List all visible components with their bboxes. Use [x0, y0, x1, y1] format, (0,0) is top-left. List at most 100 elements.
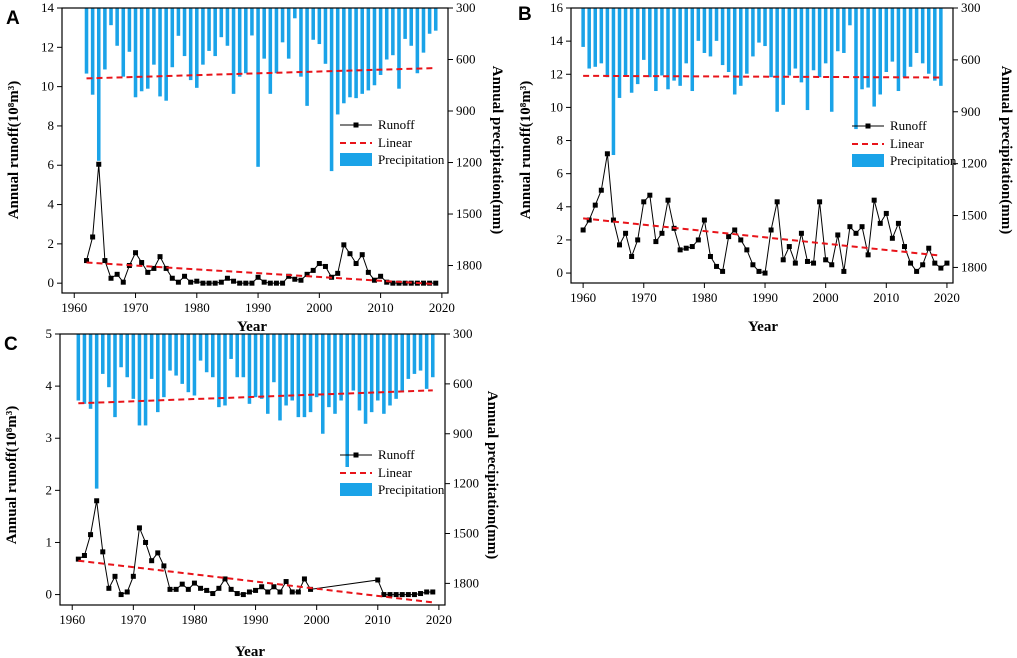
precipitation-bar: [198, 334, 203, 361]
runoff-point: [118, 592, 124, 598]
precipitation-bar: [115, 8, 119, 46]
runoff-point: [726, 234, 732, 240]
precipitation-bar: [164, 8, 168, 101]
runoff-point: [399, 592, 405, 598]
runoff-point: [411, 592, 417, 598]
y-tick-label: 14: [550, 33, 564, 48]
precipitation-bar: [799, 8, 804, 83]
precipitation-bar: [152, 8, 156, 65]
runoff-point: [756, 268, 762, 274]
runoff-point: [798, 230, 804, 236]
y-tick-label: 2: [46, 482, 53, 497]
precipitation-bar: [201, 8, 205, 65]
runoff-point: [191, 580, 197, 586]
precipitation-bar: [431, 334, 435, 378]
runoff-point: [592, 202, 598, 208]
runoff-point: [280, 280, 286, 286]
runoff-point: [90, 234, 96, 240]
runoff-point: [774, 199, 780, 205]
y2-tick-label: 1200: [453, 476, 479, 491]
runoff-point: [102, 258, 108, 264]
runoff-point: [261, 279, 267, 285]
runoff-point: [353, 261, 359, 267]
runoff-point: [234, 591, 240, 597]
runoff-point: [714, 263, 720, 269]
runoff-point: [179, 581, 185, 587]
y-tick-label: 16: [550, 0, 564, 15]
plot-frame: [61, 7, 449, 294]
runoff-point: [418, 591, 424, 597]
precipitation-bar: [321, 334, 325, 434]
precipitation-bar: [384, 8, 389, 60]
y2-tick-label: 1500: [456, 206, 482, 221]
precipitation-bar: [817, 8, 822, 78]
runoff-point: [267, 280, 273, 286]
runoff-point: [938, 265, 944, 271]
x-tick-label: 1970: [123, 300, 149, 315]
runoff-point: [871, 197, 877, 203]
y2-axis-title: Annual precipitation(mm): [489, 66, 505, 234]
runoff-point: [780, 257, 786, 263]
precipitation-bar: [268, 8, 273, 94]
precipitation-bar: [84, 8, 89, 74]
runoff-point: [586, 217, 592, 223]
precipitation-bar: [219, 8, 224, 38]
precipitation-bar: [433, 8, 438, 31]
runoff-point: [133, 250, 139, 256]
precipitation-bar: [119, 334, 123, 368]
runoff-point: [750, 262, 756, 268]
runoff-point: [130, 573, 136, 579]
precipitation-bar: [223, 334, 227, 406]
legend-runoff-label: Runoff: [890, 118, 927, 133]
runoff-point: [641, 199, 647, 205]
precipitation-bar: [90, 8, 95, 95]
precipitation-bar: [259, 334, 264, 399]
precipitation-bar: [400, 334, 404, 393]
precipitation-bar: [158, 8, 162, 97]
runoff-point: [859, 224, 865, 230]
runoff-point: [944, 260, 950, 266]
precipitation-bar: [207, 8, 211, 51]
precipitation-bar: [811, 8, 816, 71]
x-tick-label: 1960: [61, 300, 87, 315]
precipitation-bar: [415, 8, 420, 74]
runoff-point: [580, 227, 586, 233]
x-tick-label: 1960: [570, 290, 596, 305]
precipitation-bar: [149, 334, 154, 379]
legend-runoff-label: Runoff: [378, 117, 415, 132]
precipitation-bar: [235, 334, 239, 378]
legend-precipitation-label: Precipitation: [378, 152, 445, 167]
legend-runoff-marker: [865, 123, 871, 129]
precipitation-bar: [101, 334, 105, 374]
precipitation-bar: [213, 8, 217, 57]
y-tick-label: 12: [41, 39, 54, 54]
runoff-point: [100, 549, 106, 555]
precipitation-linear-trend: [78, 389, 433, 405]
runoff-point: [920, 262, 926, 268]
precipitation-bar: [348, 8, 352, 98]
runoff-point: [384, 279, 390, 285]
runoff-point: [359, 252, 365, 258]
precipitation-bar: [394, 334, 398, 399]
runoff-point: [143, 539, 149, 545]
precipitation-bar: [635, 8, 640, 85]
y-tick-label: 0: [48, 275, 55, 290]
runoff-point: [390, 280, 396, 286]
precipitation-bar: [96, 8, 101, 161]
precipitation-bar: [708, 8, 713, 57]
precipitation-bar: [599, 8, 604, 64]
runoff-point: [659, 230, 665, 236]
runoff-point: [200, 280, 206, 286]
runoff-point: [811, 260, 817, 266]
precipitation-bar: [293, 8, 297, 19]
precipitation-bar: [308, 334, 313, 413]
y2-tick-label: 1800: [961, 259, 987, 274]
precipitation-bar: [82, 334, 87, 404]
runoff-point: [114, 271, 120, 277]
precipitation-bar: [418, 334, 423, 371]
precipitation-bar: [866, 8, 870, 88]
runoff-point: [604, 151, 610, 157]
precipitation-bar: [342, 8, 346, 104]
runoff-point: [243, 280, 249, 286]
runoff-linear-trend: [86, 261, 436, 286]
